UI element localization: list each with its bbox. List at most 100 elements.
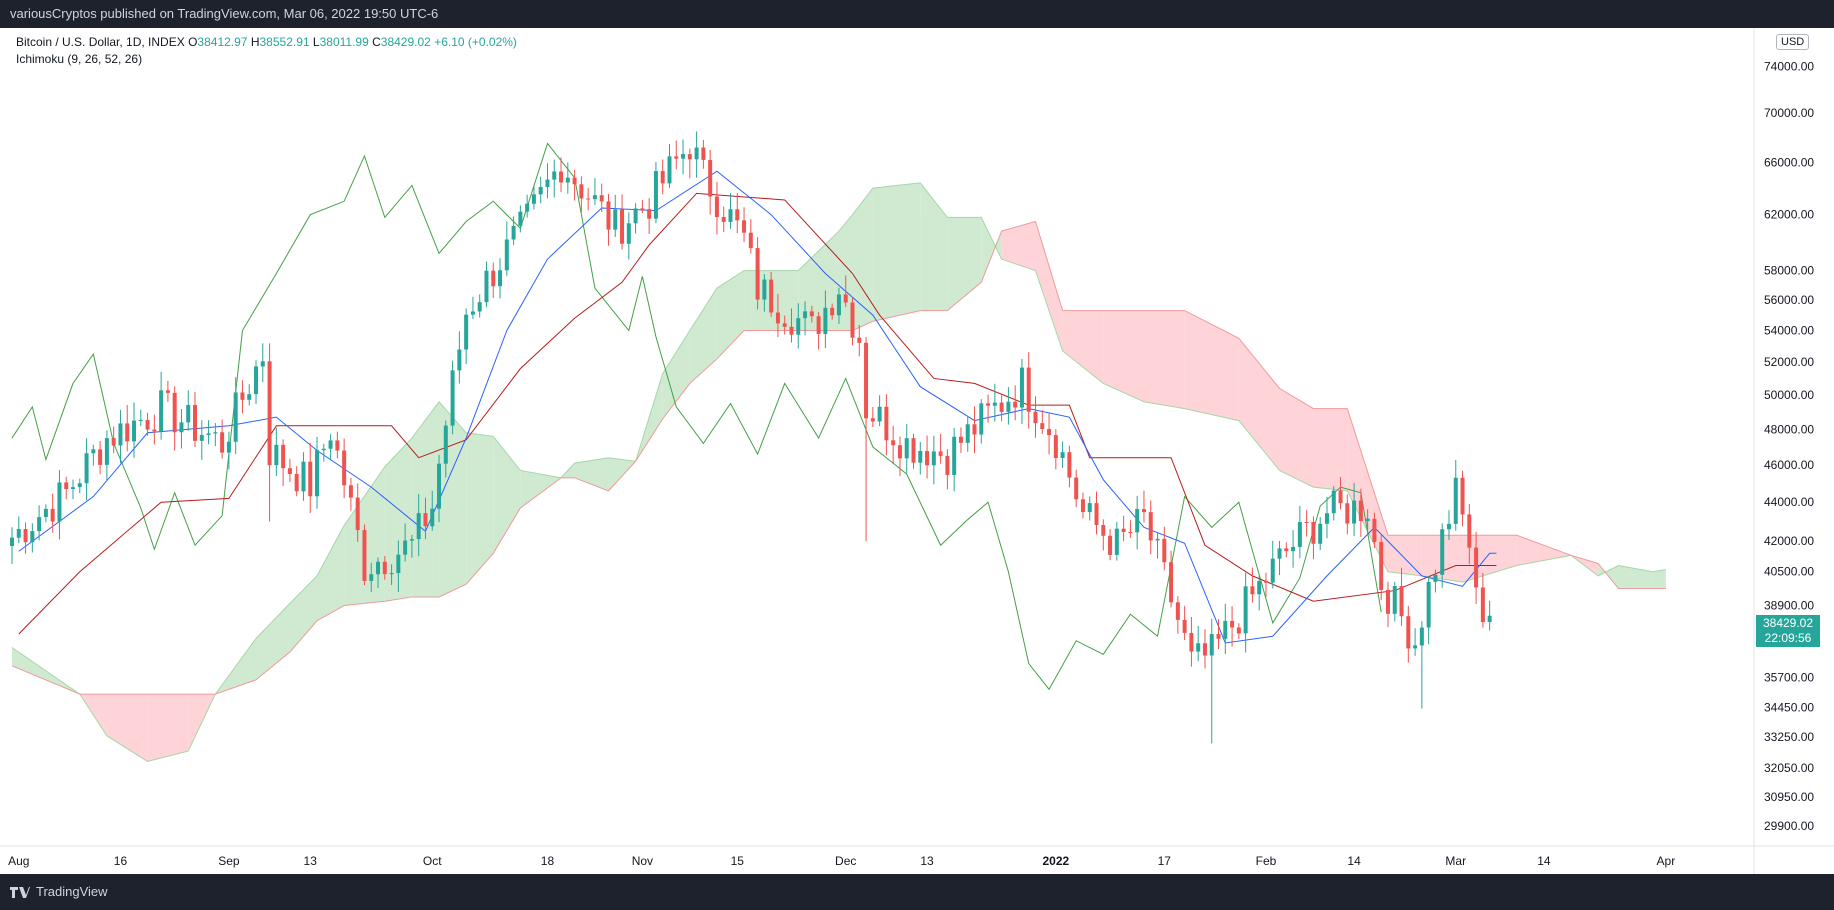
candle-body: [1284, 548, 1289, 552]
cloud-segment: [920, 182, 948, 311]
cloud-segment: [289, 575, 318, 653]
indicator-legend-row[interactable]: Ichimoku (9, 26, 52, 26): [16, 51, 517, 68]
candle-body: [1114, 528, 1119, 555]
candle-body: [355, 497, 360, 531]
candle-body: [1446, 523, 1451, 530]
candle-body: [1236, 627, 1241, 634]
candle-body: [64, 482, 69, 490]
open-label: O: [188, 35, 198, 49]
candle-body: [342, 450, 347, 486]
price-tick-label: 66000.00: [1764, 155, 1814, 169]
cloud-segment: [493, 436, 521, 554]
candle-body: [84, 453, 89, 484]
candle-body: [762, 279, 767, 300]
price-tick-label: 35700.00: [1764, 670, 1814, 684]
symbol-legend-row: Bitcoin / U.S. Dollar, 1D, INDEX O38412.…: [16, 34, 517, 51]
candle-body: [138, 420, 143, 422]
cloud-segment: [466, 432, 494, 585]
price-chart[interactable]: 29900.00 30950.00 32050.00 33250.00 34450.00…: [0, 28, 1834, 874]
candle-body: [1277, 548, 1282, 559]
candle-body: [1121, 528, 1126, 532]
candle-body: [1338, 490, 1343, 504]
cloud-segment: [256, 603, 290, 680]
candle-body: [1189, 632, 1194, 652]
candle-body: [667, 156, 672, 184]
candle-body: [579, 184, 584, 199]
candle-body: [172, 392, 177, 433]
candle-body: [1257, 580, 1262, 595]
candle-body: [1019, 367, 1024, 408]
candle-body: [626, 223, 631, 244]
cloud-segment: [1652, 569, 1666, 589]
cloud-segment: [662, 330, 690, 419]
time-tick-label: Nov: [632, 854, 653, 868]
candle-body: [430, 508, 435, 527]
candle-body: [267, 361, 272, 466]
candle-body: [1419, 627, 1424, 646]
candle-body: [538, 186, 543, 195]
price-tick-label: 56000.00: [1764, 293, 1814, 307]
tradingview-logo-icon: [10, 886, 30, 898]
time-tick-label: Dec: [835, 854, 856, 868]
cloud-segment: [317, 525, 345, 621]
candle-body: [206, 433, 211, 436]
candle-body: [145, 420, 150, 430]
currency-button[interactable]: USD: [1776, 34, 1810, 50]
candle-body: [1372, 518, 1377, 543]
candle-body: [979, 403, 984, 435]
cloud-segment: [574, 457, 609, 491]
candle-body: [789, 326, 794, 335]
candle-body: [159, 390, 164, 432]
cloud-segment: [1238, 338, 1280, 471]
candle-body: [843, 294, 848, 303]
candle-body: [308, 461, 313, 497]
candle-body: [1440, 529, 1445, 575]
candle-body: [226, 441, 231, 453]
candle-body: [1358, 500, 1363, 522]
candle-body: [992, 402, 997, 406]
candle-body: [775, 312, 780, 324]
tradingview-logo[interactable]: TradingView: [10, 884, 108, 899]
candle-body: [525, 203, 530, 212]
cloud-segment: [1313, 408, 1348, 491]
cloud-segment: [1001, 221, 1036, 271]
cloud-segment: [1516, 535, 1571, 566]
price-tick-label: 44000.00: [1764, 495, 1814, 509]
candle-body: [335, 440, 340, 451]
price-tick-label: 70000.00: [1764, 106, 1814, 120]
candle-body: [708, 159, 713, 197]
cloud-segment: [1387, 535, 1422, 576]
candle-body: [1413, 645, 1418, 649]
candle-body: [118, 423, 123, 446]
candle-body: [1297, 522, 1302, 547]
time-tick-label: 13: [304, 854, 318, 868]
price-tick-label: 58000.00: [1764, 264, 1814, 278]
candle-body: [254, 366, 259, 395]
candle-body: [864, 342, 869, 419]
candle-body: [1148, 512, 1153, 541]
candle-body: [931, 451, 936, 466]
low-label: L: [312, 35, 320, 49]
cloud-segment: [1279, 388, 1314, 488]
chart-frame[interactable]: 29900.00 30950.00 32050.00 33250.00 34450.00…: [0, 28, 1834, 874]
candle-body: [1291, 546, 1296, 552]
time-tick-label: 2022: [1042, 854, 1069, 868]
candle-body: [186, 404, 191, 423]
bar-countdown: 22:09:56: [1764, 631, 1812, 645]
price-tick-label: 38900.00: [1764, 599, 1814, 613]
candle-body: [98, 449, 103, 465]
candle-body: [464, 314, 469, 350]
candle-body: [552, 171, 557, 180]
candle-body: [498, 270, 503, 287]
candle-body: [1013, 401, 1018, 408]
change-value: +6.10 (+0.02%): [434, 35, 517, 49]
candle-body: [999, 402, 1004, 412]
candle-body: [884, 406, 889, 441]
candle-body: [50, 508, 55, 522]
candle-body: [491, 270, 496, 287]
candle-body: [477, 302, 482, 312]
candle-body: [179, 422, 184, 433]
candle-body: [660, 171, 665, 184]
candle-body: [321, 448, 326, 451]
candle-body: [1033, 411, 1038, 424]
